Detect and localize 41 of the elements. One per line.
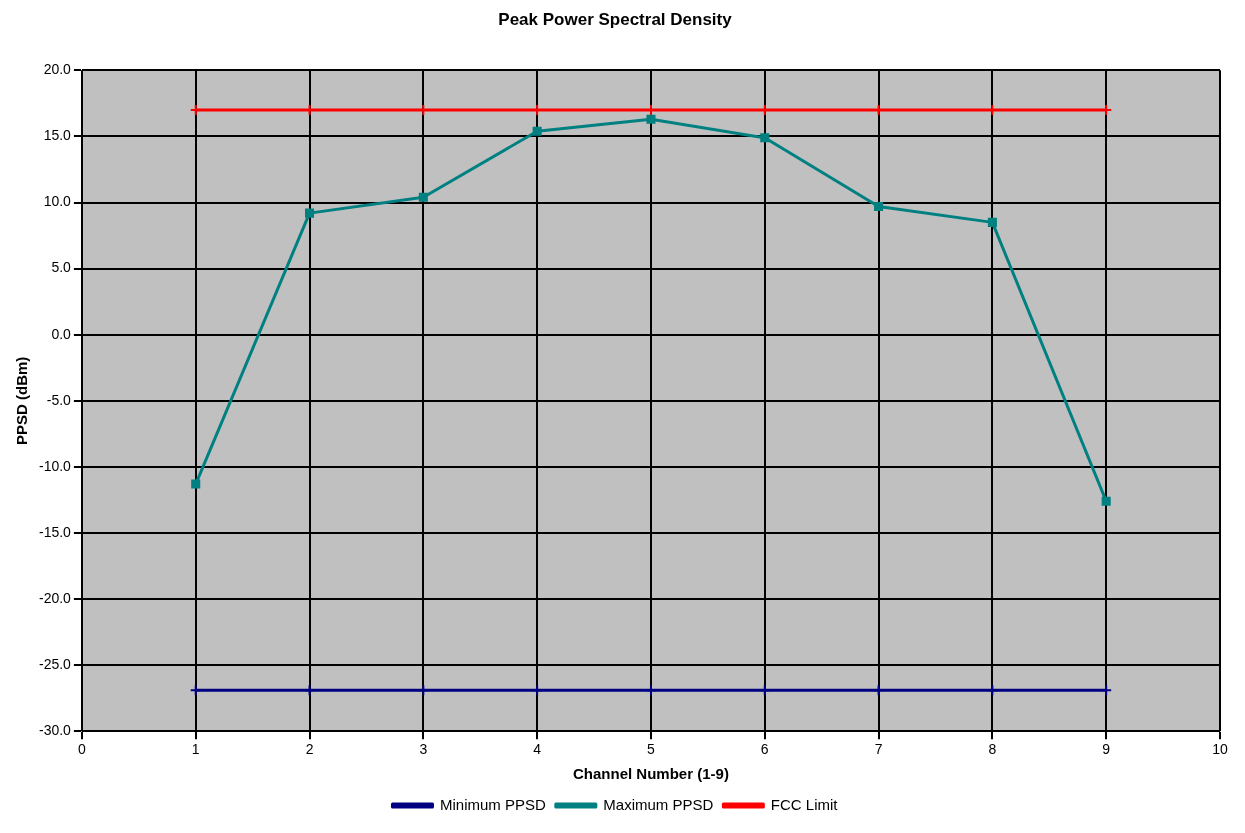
legend-label: FCC Limit <box>770 795 839 813</box>
y-tick-label: 0.0 <box>51 325 72 342</box>
x-tick-label: 1 <box>191 741 200 758</box>
y-tick-label: -15.0 <box>38 523 72 540</box>
point <box>303 684 316 697</box>
x-tick-label: 5 <box>647 741 656 758</box>
x-tick-label: 2 <box>305 741 314 758</box>
x-tick-label: 10 <box>1212 741 1228 758</box>
y-tick-label: -30.0 <box>38 722 72 739</box>
y-tick-label: 10.0 <box>43 193 72 210</box>
point <box>872 684 885 697</box>
y-tick-label: 5.0 <box>51 259 72 276</box>
point <box>532 126 542 136</box>
chart-title: Peak Power Spectral Density <box>498 9 733 29</box>
y-tick-label: 20.0 <box>43 61 72 78</box>
y-tick-label: -10.0 <box>38 457 72 474</box>
y-tick-label: -5.0 <box>46 391 72 408</box>
point <box>1100 684 1113 697</box>
x-tick-label: 9 <box>1102 741 1111 758</box>
point <box>189 684 202 697</box>
point <box>418 192 428 202</box>
point <box>874 201 884 212</box>
point <box>304 208 315 218</box>
point <box>646 114 656 124</box>
y-axis-title: PPSD (dBm) <box>13 356 31 445</box>
x-tick-label: 3 <box>419 741 428 758</box>
legend-label: Maximum PPSD <box>603 795 714 813</box>
point <box>987 217 997 227</box>
x-axis-title: Channel Number (1-9) <box>573 765 729 783</box>
y-tick-label: -25.0 <box>38 655 72 672</box>
x-tick-label: 4 <box>533 741 542 758</box>
point <box>191 479 201 489</box>
y-tick-label: 15.0 <box>43 127 72 144</box>
x-tick-label: 8 <box>988 741 997 758</box>
y-tick-label: -20.0 <box>38 589 72 606</box>
point <box>1101 496 1111 506</box>
x-tick-label: 0 <box>78 741 87 758</box>
point <box>760 133 770 143</box>
x-tick-label: 7 <box>874 741 883 758</box>
legend-label: Minimum PPSD <box>439 795 546 813</box>
x-tick-label: 6 <box>760 741 769 758</box>
